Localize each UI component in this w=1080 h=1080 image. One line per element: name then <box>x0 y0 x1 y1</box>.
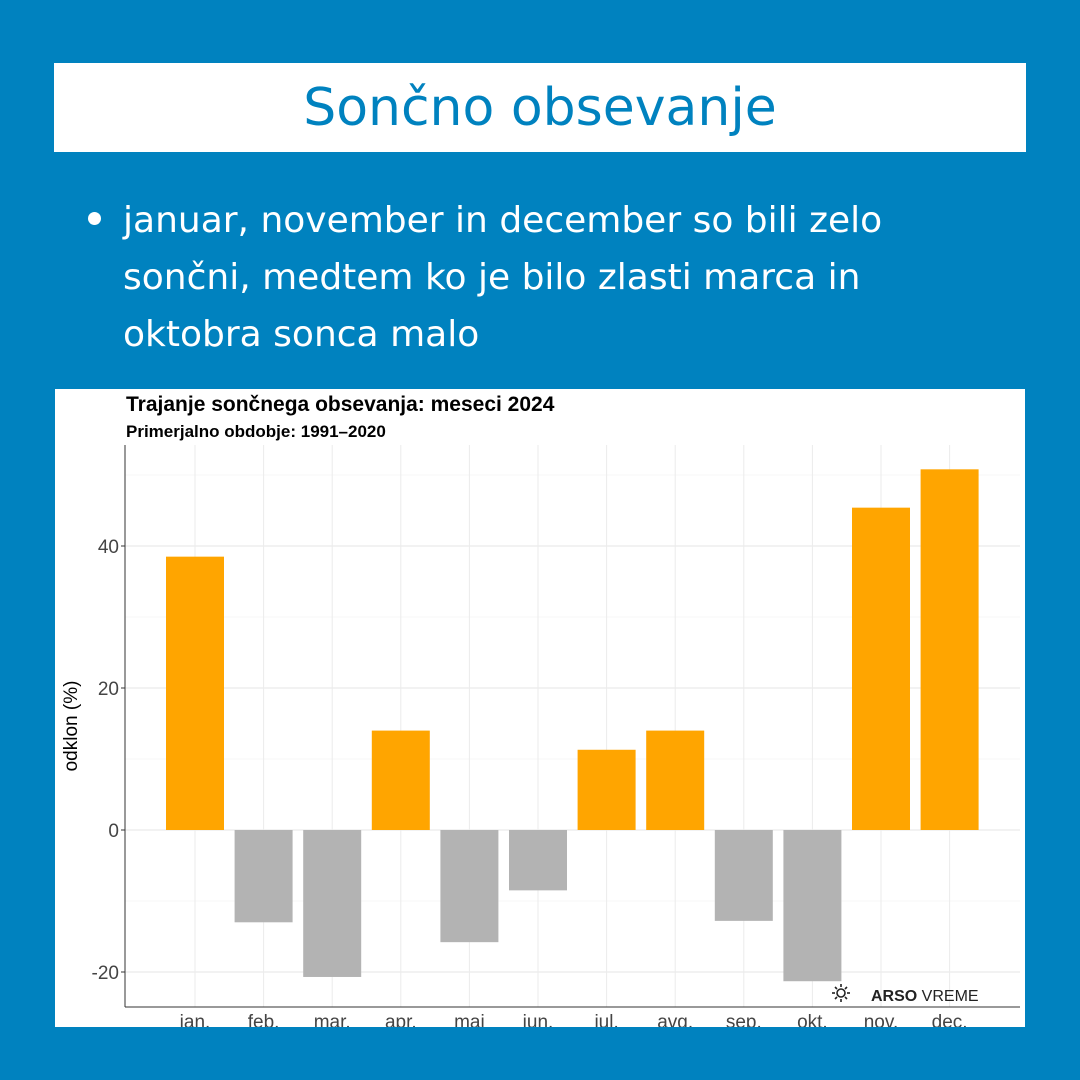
bar-mar <box>303 830 362 977</box>
arso-logo: ARSO VREME <box>832 984 979 1005</box>
bar-jan <box>166 556 224 830</box>
bar-jul <box>577 749 636 830</box>
y-axis-label: odklon (%) <box>61 681 82 772</box>
y-tick-label: 0 <box>108 821 119 842</box>
sun-icon <box>832 984 850 1002</box>
x-tick-label: mar. <box>314 1012 351 1027</box>
x-tick-label: dec. <box>932 1012 968 1027</box>
bullet-dot-icon <box>88 212 101 225</box>
x-tick-label: jul. <box>593 1012 618 1027</box>
x-tick-label: okt. <box>797 1012 828 1027</box>
x-tick-label: maj <box>454 1012 485 1027</box>
bar-avg <box>646 730 705 830</box>
bar-jun <box>509 830 567 891</box>
y-tick-label: 40 <box>98 537 119 558</box>
chart: -20 0 20 40 jan. feb. mar. apr. maj jun. jul. avg.… <box>55 389 1025 1027</box>
x-tick-label: jun. <box>522 1012 554 1027</box>
slide-title-box: Sončno obsevanje <box>54 63 1026 152</box>
bar-apr <box>371 730 430 830</box>
chart-title: Trajanje sončnega obsevanja: meseci 2024 <box>126 393 555 416</box>
bars <box>166 469 979 982</box>
y-tick-label: 20 <box>98 679 119 700</box>
x-tick-label: avg. <box>657 1012 693 1027</box>
x-tick-label: feb. <box>248 1012 280 1027</box>
bullet-text: januar, november in december so bili zel… <box>123 200 883 355</box>
x-tick-label: apr. <box>385 1012 417 1027</box>
slide-title: Sončno obsevanje <box>303 77 777 138</box>
bar-feb <box>234 830 293 923</box>
bar-dec <box>920 469 979 830</box>
bar-sep <box>714 830 773 921</box>
axes <box>124 445 1020 1008</box>
grid <box>125 445 1020 1007</box>
x-tick-labels: jan. feb. mar. apr. maj jun. jul. avg. sep. okt. n… <box>179 1012 968 1027</box>
bar-nov <box>852 507 910 830</box>
bar-maj <box>440 830 499 943</box>
chart-subtitle: Primerjalno obdobje: 1991–2020 <box>126 422 386 441</box>
bar-okt <box>783 830 842 982</box>
chart-svg: -20 0 20 40 jan. feb. mar. apr. maj jun. jul. avg.… <box>61 393 1020 1027</box>
logo-text: ARSO VREME <box>871 988 979 1005</box>
y-tick-labels: -20 0 20 40 <box>92 537 125 984</box>
y-tick-label: -20 <box>92 963 119 984</box>
x-tick-label: nov. <box>864 1012 899 1027</box>
x-tick-label: jan. <box>179 1012 211 1027</box>
x-tick-label: sep. <box>726 1012 762 1027</box>
bullet-item: januar, november in december so bili zel… <box>88 192 988 363</box>
